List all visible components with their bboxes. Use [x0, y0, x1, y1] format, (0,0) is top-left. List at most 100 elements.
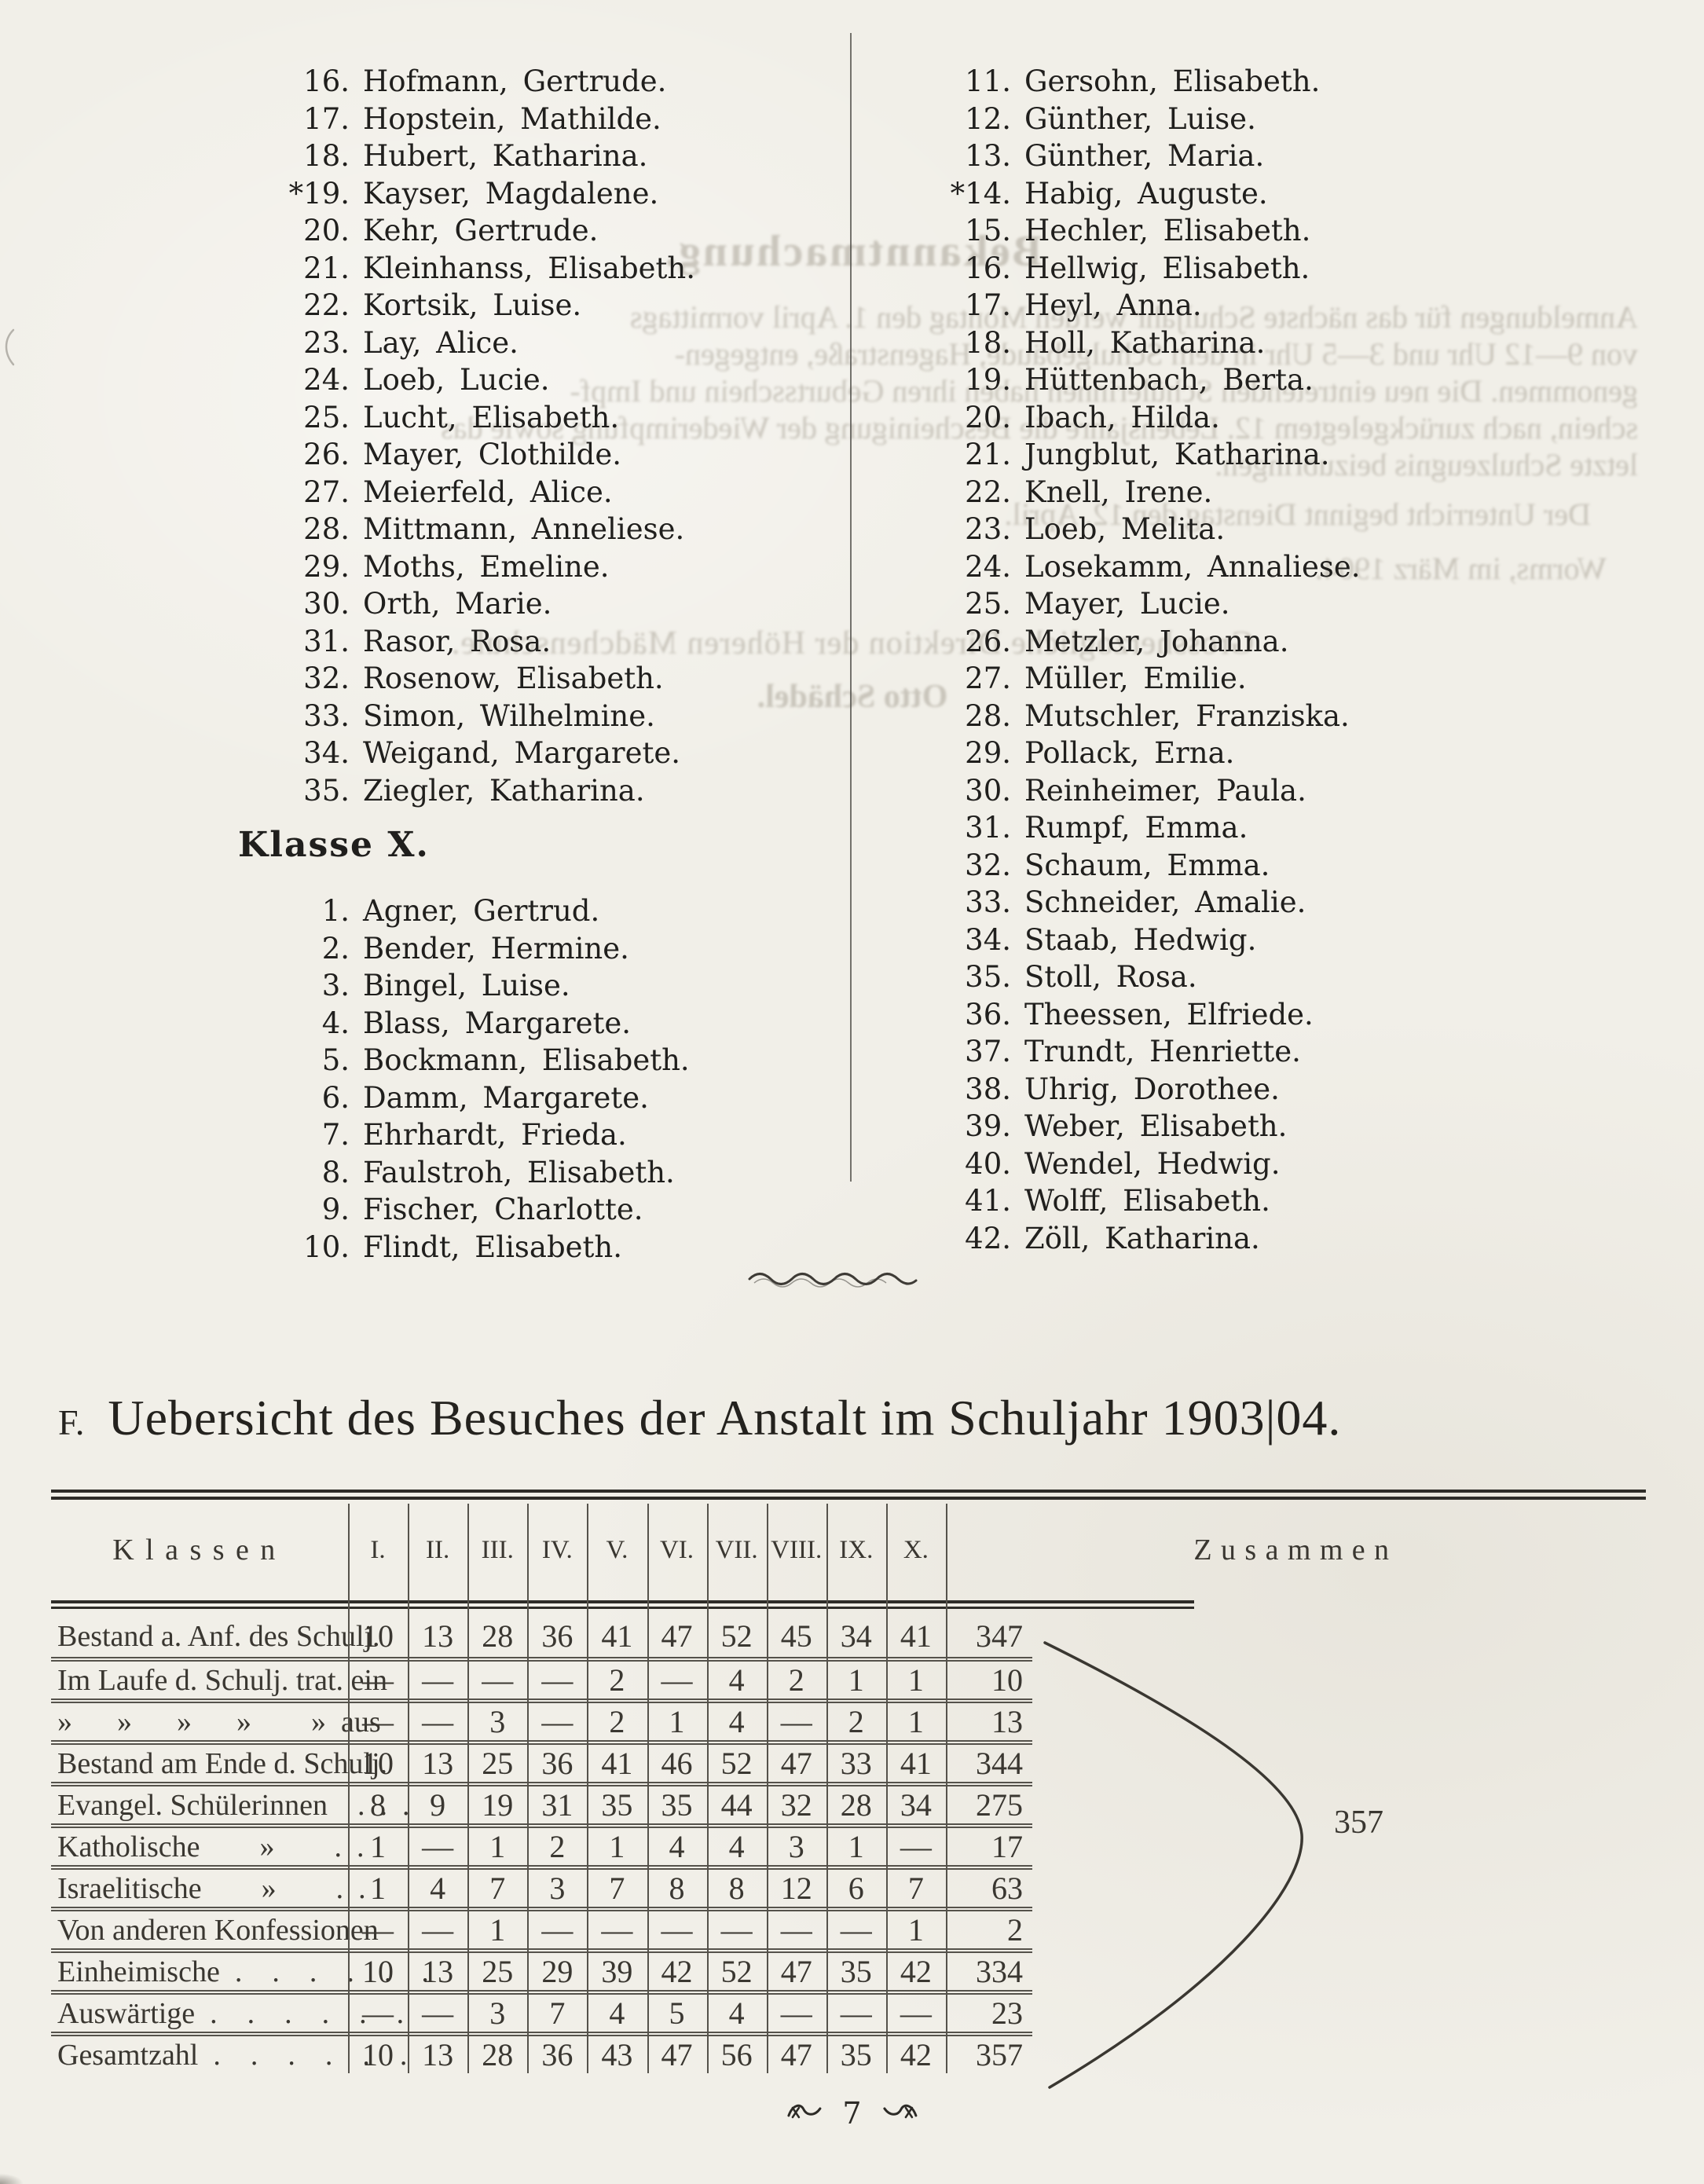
list-item-name: Schaum, Emma. — [1024, 848, 1270, 882]
list-item-number: 31. — [965, 811, 1011, 845]
cell-value: 19 — [482, 1787, 514, 1823]
cell-value: 34 — [840, 1618, 872, 1654]
list-item-number: 9. — [321, 1193, 350, 1226]
table-row: Einheimische . . . . . . 10 13 25 29 39 … — [51, 1948, 1032, 1990]
list-item-name: Schneider, Amalie. — [1024, 885, 1306, 919]
cell-value: 44 — [720, 1787, 753, 1823]
squiggle-divider-icon — [746, 1266, 919, 1292]
cell-value: 2 — [549, 1829, 566, 1864]
table-header-row: Klassen I. II. III. IV. V. VI. VII. VIII… — [51, 1504, 1646, 1596]
cell-value: — — [422, 1662, 454, 1698]
cell-value: 28 — [482, 2037, 514, 2072]
list-item-number: 5. — [321, 1043, 350, 1077]
column-rule — [408, 1504, 410, 2073]
cell-value: — — [422, 1829, 454, 1864]
list-item-name: Knell, Irene. — [1024, 475, 1213, 509]
cell-value: 4 — [728, 1829, 745, 1864]
list-item-name: Mittmann, Anneliese. — [363, 512, 685, 546]
column-header-class: I. — [370, 1535, 386, 1564]
list-item-name: Holl, Katharina. — [1024, 325, 1266, 360]
list-item: 33. Schneider, Amalie. — [845, 884, 1410, 922]
list-item-name: Hellwig, Elisabeth. — [1024, 251, 1310, 285]
list-item: 15. Hechler, Elisabeth. — [845, 212, 1410, 250]
list-item: 5. Bockmann, Elisabeth. — [189, 1042, 754, 1079]
list-item-number: 17. — [965, 288, 1011, 322]
list-item-name: Losekamm, Annaliese. — [1024, 549, 1361, 584]
cell-value: 52 — [720, 1746, 753, 1781]
cell-value: — — [422, 1995, 454, 2031]
cell-value: — — [900, 1829, 932, 1864]
list-item-name: Kehr, Gertrude. — [363, 214, 599, 247]
list-item-number: 19. — [965, 363, 1011, 397]
cell-value: 36 — [541, 1746, 573, 1781]
cell-value: 31 — [541, 1787, 573, 1823]
list-item-number: 18. — [965, 325, 1011, 360]
cell-value: 3 — [549, 1871, 566, 1906]
list-item-number: *19. — [288, 176, 350, 211]
list-item: 35. Ziegler, Katharina. — [189, 772, 754, 810]
cell-value: 43 — [601, 2037, 633, 2072]
cell-value: 45 — [780, 1618, 812, 1654]
list-item-name: Lucht, Elisabeth. — [363, 400, 620, 434]
list-item: 32. Schaum, Emma. — [845, 847, 1410, 885]
list-item: 33. Simon, Wilhelmine. — [189, 698, 754, 735]
cell-value: — — [661, 1662, 693, 1698]
list-item-number: 4. — [321, 1006, 350, 1040]
list-item: 24. Loeb, Lucie. — [189, 361, 754, 399]
row-label: Bestand a. Anf. des Schulj. — [57, 1619, 380, 1653]
cell-value: 4 — [728, 1704, 745, 1739]
list-item: 4. Blass, Margarete. — [189, 1005, 754, 1043]
section-heading: F. Uebersicht des Besuches der Anstalt i… — [58, 1389, 1661, 1447]
table-header-rule — [51, 1600, 1194, 1609]
attendance-table: Klassen I. II. III. IV. V. VI. VII. VIII… — [51, 1490, 1646, 2087]
cell-value: 8 — [370, 1787, 387, 1823]
row-total: 2 — [1006, 1912, 1023, 1948]
list-item: 22. Kortsik, Luise. — [189, 287, 754, 324]
list-item-number: 24. — [965, 549, 1011, 584]
list-item-number: 35. — [965, 960, 1011, 994]
list-item-number: 6. — [321, 1080, 350, 1115]
cell-value: 1 — [907, 1912, 924, 1948]
section-letter: F. — [58, 1402, 85, 1442]
cell-value: 2 — [609, 1704, 625, 1739]
list-item-name: Trundt, Henriette. — [1024, 1035, 1301, 1068]
list-item-number: 17. — [303, 101, 350, 136]
column-rule — [946, 1504, 947, 2073]
list-item-number: 16. — [303, 64, 350, 98]
table-row: Von anderen Konfessionen — — 1 — — — — —… — [51, 1907, 1032, 1948]
list-item-name: Metzler, Johanna. — [1024, 624, 1289, 658]
ornament-icon-left — [786, 2102, 822, 2125]
list-item-name: Flindt, Elisabeth. — [363, 1229, 623, 1264]
list-item-number: 25. — [303, 400, 350, 434]
cell-value: 34 — [900, 1787, 932, 1823]
list-item-name: Lay, Alice. — [363, 325, 519, 360]
list-item: 21. Jungblut, Katharina. — [845, 436, 1410, 474]
cell-value: 3 — [489, 1995, 506, 2031]
cell-value: — — [840, 1995, 872, 2031]
list-item: *14. Habig, Auguste. — [845, 175, 1410, 213]
list-item-number: 23. — [303, 325, 350, 360]
row-label: Von anderen Konfessionen — [57, 1913, 379, 1947]
cell-value: 9 — [430, 1787, 446, 1823]
list-item: 11. Gersohn, Elisabeth. — [845, 63, 1410, 101]
list-item-name: Damm, Margarete. — [363, 1080, 649, 1115]
cell-value: 35 — [840, 2037, 872, 2072]
list-item-number: 37. — [965, 1035, 1011, 1068]
cell-value: 3 — [788, 1829, 804, 1864]
cell-value: 2 — [788, 1662, 804, 1698]
column-header-class: X. — [903, 1535, 929, 1564]
cell-value: 1 — [489, 1829, 506, 1864]
list-item: 23. Loeb, Melita. — [845, 511, 1410, 548]
list-item-number: 33. — [303, 698, 350, 733]
list-item-name: Weber, Elisabeth. — [1024, 1109, 1288, 1143]
cell-value: 47 — [780, 2037, 812, 2072]
list-item-number: 29. — [965, 736, 1011, 770]
list-item-name: Pollack, Erna. — [1024, 736, 1235, 770]
list-item-name: Rasor, Rosa. — [363, 624, 552, 658]
list-item-number: 32. — [965, 848, 1011, 882]
list-item: 10. Flindt, Elisabeth. — [189, 1229, 754, 1266]
cell-value: 1 — [609, 1829, 625, 1864]
table-row: Bestand a. Anf. des Schulj. 10 13 28 36 … — [51, 1615, 1032, 1657]
column-header-zusammen: Zusammen — [1193, 1534, 1398, 1567]
column-rule — [348, 1504, 350, 2073]
